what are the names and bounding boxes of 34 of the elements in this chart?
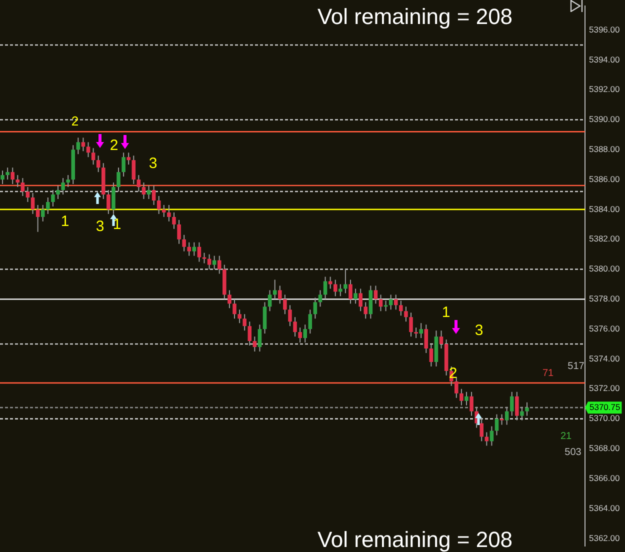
y-tick-label: 5364.00 — [589, 502, 620, 513]
annotation: 503 — [564, 446, 582, 458]
y-tick-label: 5390.00 — [589, 114, 620, 124]
annotation: 2 — [110, 137, 118, 154]
y-tick-label: 5382.00 — [589, 234, 620, 244]
y-tick-label: 5380.00 — [589, 264, 620, 274]
annotation: 1 — [60, 213, 70, 230]
y-tick-label: 5362.00 — [589, 532, 620, 543]
annotation: 1 — [112, 216, 122, 234]
annotation: 517 — [568, 360, 585, 372]
annotation: 1 — [442, 304, 450, 322]
candlestick — [202, 252, 206, 264]
y-tick-label: 5372.00 — [589, 383, 620, 394]
y-tick-label: 5368.00 — [589, 443, 620, 454]
y-tick-label: 5394.00 — [589, 54, 620, 64]
y-tick-label: 5386.00 — [589, 174, 620, 184]
annotation: 3 — [474, 322, 484, 340]
annotation: 3 — [148, 155, 158, 172]
annotation: Vol remaining = 208 — [317, 4, 513, 29]
annotation: 2 — [448, 365, 458, 382]
y-tick-label: 5374.00 — [589, 353, 620, 364]
y-tick-label: 5370.00 — [589, 413, 620, 424]
annotation: 71 — [542, 368, 554, 379]
annotation: 3 — [96, 218, 104, 236]
annotation: 21 — [560, 430, 572, 442]
y-tick-label: 5378.00 — [589, 294, 620, 304]
ref-line-label: 5370.75 — [590, 402, 620, 412]
y-tick-label: 5396.00 — [589, 24, 620, 34]
y-tick-label: 5366.00 — [589, 472, 620, 483]
y-tick-label: 5388.00 — [589, 144, 620, 154]
annotation: Vol remaining = 208 — [317, 527, 513, 552]
y-tick-label: 5384.00 — [589, 204, 620, 214]
y-tick-label: 5392.00 — [589, 84, 620, 94]
y-tick-label: 5376.00 — [589, 323, 620, 334]
